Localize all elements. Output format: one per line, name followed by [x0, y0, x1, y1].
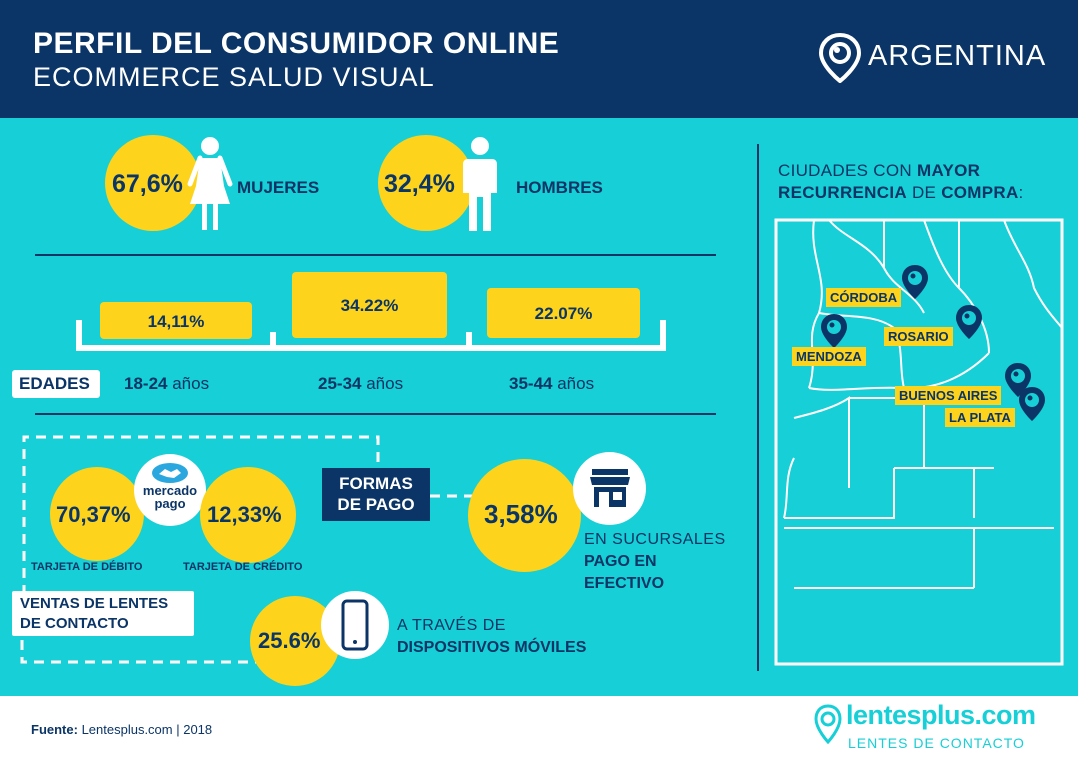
contact-lens-sales-box	[12, 591, 194, 636]
pin-rosario-icon	[956, 305, 982, 339]
women-circle	[105, 135, 201, 231]
age-box-25-34	[292, 272, 447, 338]
men-circle	[378, 135, 474, 231]
pin-buenos-aires-icon	[1005, 363, 1031, 397]
woman-icon	[187, 137, 233, 230]
ages-label-box	[12, 370, 100, 398]
brand-tagline: LENTES DE CONTACTO	[848, 735, 1025, 751]
brand-logo-text: lentesplus.com	[846, 700, 1036, 730]
cash-line1: EN SUCURSALES	[584, 531, 726, 548]
men-percent: 32,4%	[384, 170, 455, 198]
contact-lens-sales-label: VENTAS DE LENTES DE CONTACTO	[20, 595, 169, 632]
handshake-icon	[152, 463, 188, 483]
payment-methods-title: FORMAS DE PAGO	[337, 474, 415, 514]
age-percent-35-44: 22.07%	[534, 304, 593, 323]
mobile-line1: A TRAVÉS DE	[397, 617, 506, 634]
debit-label: TARJETA DE DÉBITO	[31, 561, 143, 573]
age-range-35-44: 35-44 años	[509, 374, 595, 393]
age-box-35-44	[487, 288, 640, 338]
source-note: Fuente: Lentesplus.com | 2018	[31, 722, 213, 737]
age-box-18-24	[100, 302, 252, 339]
divider-top	[35, 254, 716, 256]
country-label: ARGENTINA	[868, 40, 1047, 72]
city-label-rosario: ROSARIO	[884, 327, 953, 346]
page-title: PERFIL DEL CONSUMIDOR ONLINE	[33, 27, 560, 60]
debit-percent: 70,37%	[56, 502, 131, 527]
age-percent-18-24: 14,11%	[147, 312, 205, 331]
store-icon	[590, 469, 630, 507]
city-label-mendoza: MENDOZA	[792, 347, 866, 366]
brand-pin-icon	[814, 704, 842, 744]
mobile-line2: DISPOSITIVOS MÓVILES	[397, 639, 587, 656]
mobile-percent: 25.6%	[258, 628, 321, 653]
cities-heading: CIUDADES CON MAYOR RECURRENCIA DE COMPRA…	[778, 161, 1024, 202]
pin-cordoba-icon	[902, 265, 928, 299]
cash-line2: PAGO EN	[584, 553, 657, 570]
page-subtitle: ECOMMERCE SALUD VISUAL	[33, 62, 435, 92]
age-range-18-24: 18-24 años	[124, 374, 210, 393]
women-percent: 67,6%	[112, 170, 183, 198]
man-icon	[463, 137, 497, 231]
credit-circle	[200, 467, 296, 563]
cash-circle	[468, 459, 581, 572]
vertical-divider	[757, 144, 759, 671]
ages-label: EDADES	[19, 374, 90, 393]
credit-percent: 12,33%	[207, 502, 282, 527]
debit-circle	[50, 467, 144, 561]
header-banner	[0, 0, 1078, 118]
divider-bottom	[35, 413, 716, 415]
city-label-la-plata: LA PLATA	[945, 408, 1015, 427]
pin-la-plata-icon	[1019, 387, 1045, 421]
city-label-cordoba: CÓRDOBA	[826, 288, 902, 307]
city-label-buenos-aires: BUENOS AIRES	[895, 386, 1002, 405]
men-label: HOMBRES	[516, 178, 603, 197]
payment-methods-box	[322, 468, 430, 521]
age-range-25-34: 25-34 años	[318, 374, 404, 393]
location-pin-icon	[818, 33, 862, 83]
age-percent-25-34: 34.22%	[340, 296, 399, 315]
smartphone-icon	[341, 599, 369, 651]
women-label: MUJERES	[237, 178, 320, 197]
age-bracket	[76, 320, 666, 351]
cash-percent: 3,58%	[484, 499, 558, 529]
cash-line3: EFECTIVO	[584, 575, 665, 592]
mercadopago-text: mercado pago	[142, 483, 198, 511]
credit-label: TARJETA DE CRÉDITO	[183, 561, 303, 573]
pin-mendoza-icon	[821, 314, 847, 348]
